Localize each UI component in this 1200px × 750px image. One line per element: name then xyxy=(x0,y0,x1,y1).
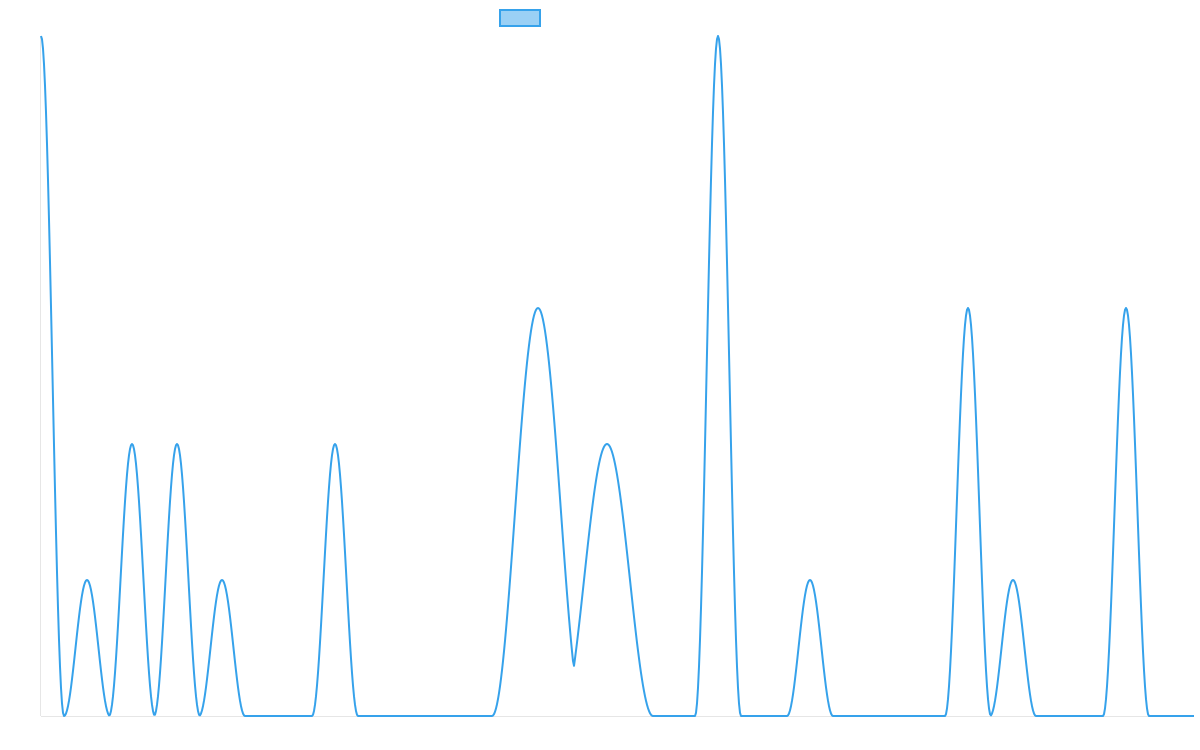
legend[interactable] xyxy=(499,9,541,27)
data-point[interactable] xyxy=(219,577,225,583)
series-layer xyxy=(38,33,1194,717)
data-point[interactable] xyxy=(1123,305,1129,311)
axes xyxy=(40,36,1194,717)
data-point[interactable] xyxy=(174,441,180,447)
series-line xyxy=(40,35,1194,717)
data-point[interactable] xyxy=(715,33,721,39)
data-point[interactable] xyxy=(535,305,541,311)
data-point[interactable] xyxy=(604,441,610,447)
data-point[interactable] xyxy=(129,441,135,447)
data-point[interactable] xyxy=(1010,577,1016,583)
data-point[interactable] xyxy=(807,577,813,583)
data-point[interactable] xyxy=(332,441,338,447)
data-point[interactable] xyxy=(84,577,90,583)
legend-swatch[interactable] xyxy=(499,9,541,27)
data-point[interactable] xyxy=(965,305,971,311)
data-point[interactable] xyxy=(38,33,44,39)
